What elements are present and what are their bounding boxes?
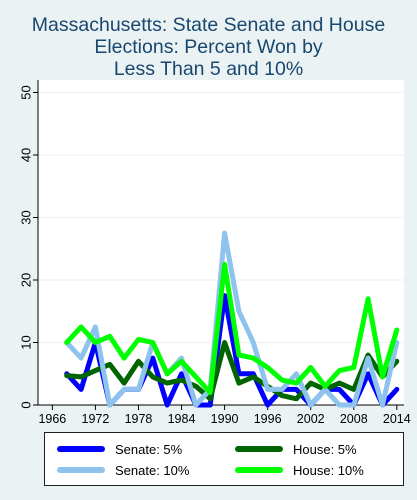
y-tick-label-50: 50 [19,85,34,99]
y-tick-label-20: 20 [19,273,34,287]
legend-item-house-10: House: 10% [235,461,364,479]
series-line-house-10 [64,261,400,395]
x-tick-label-1996: 1996 [254,412,282,426]
legend-item-house-5: House: 5% [235,440,357,458]
series-line-house-5 [64,340,400,402]
x-tick-label-2008: 2008 [340,412,368,426]
x-tick-label-1972: 1972 [82,412,110,426]
legend-label-senate-5: Senate: 5% [115,441,183,457]
y-tick-label-30: 30 [19,210,34,224]
x-tick-label-2002: 2002 [297,412,325,426]
chart-title-line-2: Elections: Percent Won by [94,36,323,58]
chart-legend: Senate: 5% House: 5% Senate: 10% House: … [44,432,404,486]
legend-item-senate-5: Senate: 5% [57,440,182,458]
legend-swatch-house-10 [235,467,283,473]
chart-title-line-1: Massachusetts: State Senate and House [31,14,386,36]
legend-swatch-house-5 [235,446,283,452]
chart-title: Massachusetts: State Senate and House El… [0,14,417,80]
y-tick-label-0: 0 [19,401,34,408]
legend-label-house-10: House: 10% [293,462,364,478]
chart-title-line-3: Less Than 5 and 10% [113,58,304,80]
y-tick-label-40: 40 [19,148,34,162]
legend-item-senate-10: Senate: 10% [57,461,189,479]
legend-label-house-5: House: 5% [293,441,357,457]
x-tick-label-1966: 1966 [38,412,66,426]
legend-label-senate-10: Senate: 10% [115,462,190,478]
legend-swatch-senate-5 [57,446,105,452]
x-tick-label-2014: 2014 [383,412,411,426]
y-tick-label-10: 10 [19,335,34,349]
legend-swatch-senate-10 [57,467,105,473]
series-line-senate-10 [64,230,400,408]
x-tick-label-1978: 1978 [125,412,153,426]
x-tick-label-1984: 1984 [168,412,196,426]
x-tick-label-1990: 1990 [211,412,239,426]
